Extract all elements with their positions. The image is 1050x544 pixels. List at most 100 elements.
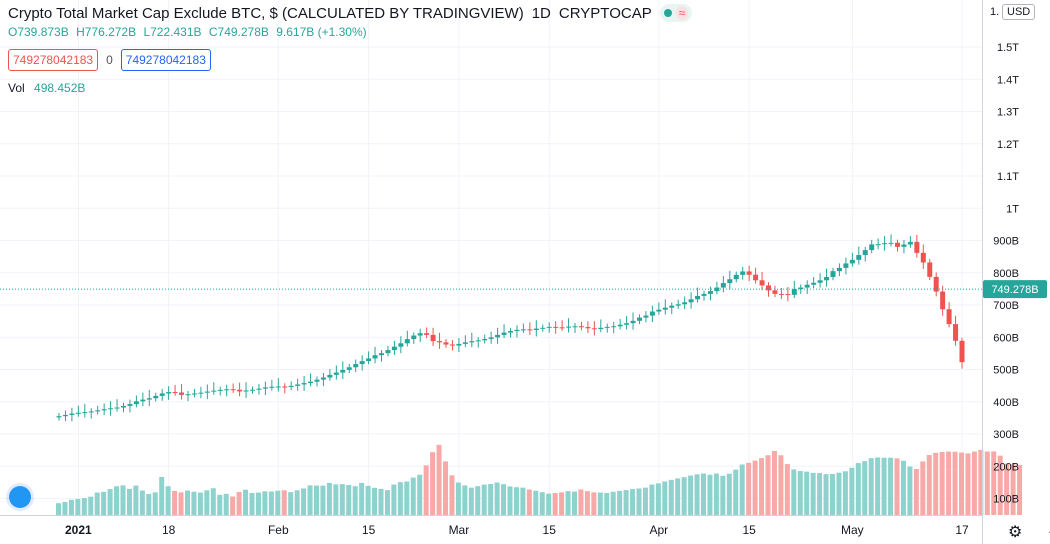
- price-tick-label: 1.3T: [997, 107, 1019, 119]
- candle-body: [404, 339, 410, 344]
- candle-body: [121, 405, 126, 408]
- candle-body: [204, 391, 210, 393]
- volume-bar: [552, 492, 558, 515]
- candle-body: [159, 393, 165, 396]
- volume-bar: [984, 451, 990, 515]
- candle-body: [346, 367, 352, 370]
- candle-body: [643, 315, 649, 318]
- volume-bar: [823, 474, 829, 515]
- candle-body: [385, 350, 391, 354]
- candle-body: [462, 342, 468, 344]
- time-tick-label: Feb: [268, 523, 289, 537]
- volume-bar: [778, 455, 784, 515]
- price-tick-label: 200B: [993, 461, 1019, 473]
- candle-body: [611, 326, 617, 328]
- candle-body: [82, 412, 88, 414]
- candle-body: [443, 342, 449, 345]
- currency-button[interactable]: USD: [1002, 4, 1036, 20]
- volume-bar: [423, 465, 429, 515]
- candle-body: [843, 263, 849, 268]
- volume-bar: [991, 451, 997, 515]
- volume-bar: [210, 488, 216, 515]
- candle-body: [895, 242, 900, 247]
- volume-bar: [410, 477, 416, 515]
- volume-bar: [268, 491, 274, 515]
- volume-bar: [539, 492, 545, 515]
- volume-bar: [255, 492, 261, 515]
- candle-body: [88, 411, 94, 413]
- volume-bar: [881, 457, 887, 515]
- candle-body: [314, 379, 320, 382]
- candle-body: [275, 386, 281, 388]
- candle-body: [475, 340, 481, 342]
- volume-bar: [617, 490, 623, 515]
- settings-gear-icon[interactable]: ⚙: [1008, 524, 1023, 541]
- candle-body: [862, 250, 868, 256]
- tradingview-logo-icon[interactable]: [6, 483, 34, 511]
- candle-body: [585, 327, 591, 329]
- volume-bar: [488, 483, 494, 515]
- candle-body: [927, 262, 933, 277]
- market-open-dot-icon: [663, 9, 672, 17]
- wave-icon: ≈: [675, 6, 689, 20]
- interval-label[interactable]: 1D: [531, 4, 551, 22]
- market-status-pill[interactable]: ≈: [659, 4, 693, 22]
- volume-bar: [584, 491, 590, 515]
- last-price-badge: [983, 280, 1047, 299]
- candle-body: [888, 242, 894, 244]
- volume-bar: [120, 485, 126, 515]
- price-tick-label: 600B: [993, 332, 1019, 344]
- candle-body: [791, 289, 797, 295]
- time-tick-label: Apr: [650, 523, 669, 537]
- volume-bar: [443, 461, 448, 515]
- candle-body: [211, 390, 217, 392]
- volume-label: Vol: [8, 81, 25, 95]
- volume-bar: [513, 487, 519, 515]
- volume-bar: [481, 484, 487, 515]
- candle-body: [953, 324, 959, 341]
- candle-body: [662, 307, 668, 310]
- volume-bar: [275, 490, 281, 515]
- candle-body: [856, 255, 862, 260]
- candle-body: [604, 326, 610, 328]
- volume-bar: [875, 457, 881, 515]
- volume-bar: [952, 451, 958, 515]
- candle-body: [166, 392, 172, 394]
- volume-bar: [946, 451, 952, 515]
- candle-body: [488, 337, 494, 339]
- candle-body: [508, 331, 513, 333]
- candle-body: [191, 393, 197, 395]
- candle-body: [288, 385, 294, 387]
- candle-body: [437, 341, 443, 343]
- volume-bar: [333, 484, 339, 515]
- candle-body: [946, 309, 952, 325]
- volume-bar: [888, 457, 894, 515]
- price-tick-label: 700B: [993, 300, 1019, 312]
- volume-bar: [384, 490, 390, 515]
- volume-bar: [146, 494, 152, 515]
- volume-bar: [939, 451, 945, 515]
- volume-bar: [139, 490, 145, 515]
- volume-bar: [494, 482, 500, 515]
- volume-bar: [933, 452, 939, 515]
- volume-bar: [62, 501, 68, 515]
- candle-body: [224, 389, 230, 391]
- volume-bar: [630, 489, 636, 515]
- volume-bar: [662, 481, 668, 515]
- candle-body: [578, 326, 584, 328]
- candle-body: [882, 243, 888, 245]
- candle-body: [327, 374, 333, 378]
- time-tick-label: 15: [362, 523, 376, 537]
- candle-body: [501, 332, 507, 335]
- left-value-box[interactable]: 749278042183: [8, 49, 99, 71]
- right-value-box[interactable]: 749278042183: [120, 49, 211, 71]
- candle-body: [237, 389, 243, 392]
- chart-title: Crypto Total Market Cap Exclude BTC, $ (…: [8, 4, 524, 22]
- candle-body: [933, 276, 939, 292]
- volume-bar: [739, 464, 745, 515]
- candle-body: [114, 407, 120, 409]
- candle-body: [701, 293, 707, 296]
- candle-body: [495, 334, 501, 338]
- volume-bar: [326, 482, 332, 515]
